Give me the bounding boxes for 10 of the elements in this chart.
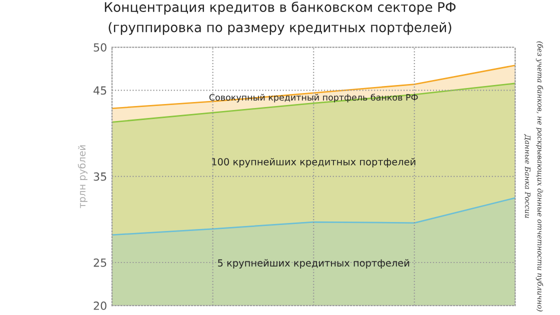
series-label: 5 крупнейших кредитных портфелей <box>218 259 410 268</box>
y-tick-label: 35 <box>94 172 106 181</box>
chart-subtitle: (группировка по размеру кредитных портфелей) <box>108 22 452 35</box>
y-axis-title: трлн рублей <box>78 145 88 208</box>
series-label: 100 крупнейших кредитных портфелей <box>212 158 416 168</box>
y-tick-label: 20 <box>94 302 106 310</box>
chart-title: Концентрация кредитов в банковском секторе РФ <box>104 2 456 15</box>
y-tick-label: 25 <box>94 258 106 267</box>
y-tick-label: 45 <box>94 86 106 95</box>
y-tick-label: 50 <box>94 43 106 52</box>
